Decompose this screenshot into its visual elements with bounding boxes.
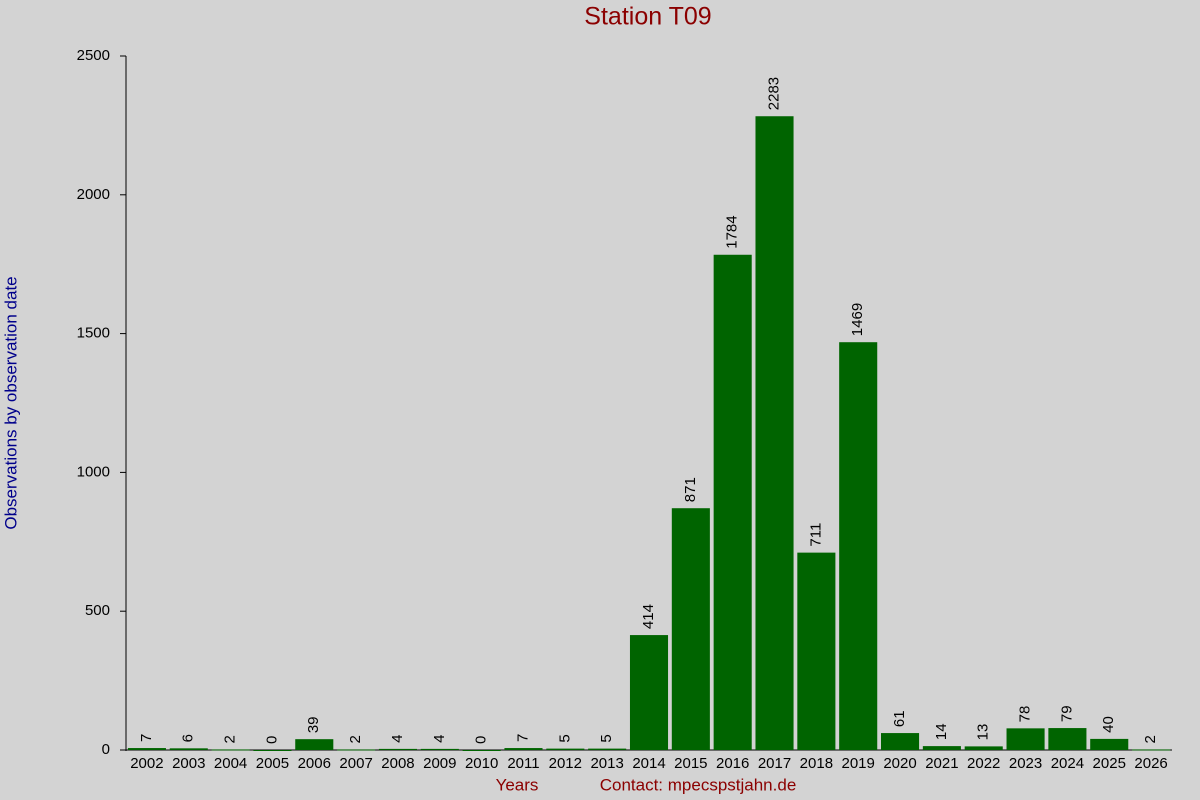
value-label: 5 (556, 734, 573, 742)
bar (127, 748, 166, 750)
bar (546, 748, 585, 750)
x-tick-label: 2010 (465, 755, 498, 772)
bar (295, 739, 334, 750)
chart-title: Station T09 (584, 3, 711, 31)
value-label: 0 (263, 736, 280, 744)
bar (378, 748, 417, 750)
value-label: 414 (640, 604, 657, 629)
bar (1132, 749, 1171, 751)
x-tick-label: 2024 (1051, 755, 1084, 772)
value-label: 2 (347, 735, 364, 743)
x-tick-label: 2005 (256, 755, 289, 772)
y-axis-label: Observations by observation date (1, 276, 20, 529)
value-label: 711 (807, 523, 824, 547)
x-tick-label: 2016 (716, 755, 749, 772)
value-label: 39 (305, 716, 322, 733)
bar (671, 508, 710, 750)
x-tick-label: 2002 (130, 755, 163, 772)
bar (1090, 738, 1129, 750)
value-label: 78 (1017, 706, 1034, 723)
value-label: 2 (1142, 735, 1159, 743)
bar (504, 748, 543, 750)
x-tick-label: 2017 (758, 755, 791, 772)
bar (839, 342, 878, 750)
bar (211, 749, 250, 751)
x-tick-label: 2026 (1134, 755, 1167, 772)
value-label: 13 (975, 724, 992, 741)
contact: Contact: mpecspstjahn.de (600, 775, 797, 794)
x-tick-label: 2025 (1093, 755, 1126, 772)
bar (462, 750, 501, 751)
bar (169, 748, 208, 750)
x-tick-label: 2013 (590, 755, 623, 772)
value-label: 6 (180, 734, 197, 742)
bar (1006, 728, 1045, 750)
y-tick-label: 1500 (77, 325, 110, 342)
bar (337, 749, 376, 751)
bar (881, 733, 920, 750)
x-tick-label: 2007 (339, 755, 372, 772)
x-tick-label: 2015 (674, 755, 707, 772)
x-tick-label: 2008 (381, 755, 414, 772)
bar (713, 254, 752, 750)
value-label: 4 (431, 735, 448, 743)
x-tick-label: 2012 (549, 755, 582, 772)
bar (922, 746, 961, 750)
x-tick-label: 2014 (632, 755, 665, 772)
x-tick-label: 2009 (423, 755, 456, 772)
bar (588, 748, 627, 750)
x-tick-label: 2011 (507, 755, 539, 772)
value-label: 5 (598, 734, 615, 742)
x-axis-label: Years (496, 775, 539, 794)
x-tick-label: 2006 (298, 755, 331, 772)
x-tick-label: 2023 (1009, 755, 1042, 772)
bar (755, 116, 794, 750)
value-label: 40 (1100, 716, 1117, 733)
y-tick-label: 1000 (77, 463, 110, 480)
bar (1048, 728, 1087, 750)
value-label: 1469 (849, 303, 866, 336)
bar (629, 635, 669, 750)
bar (797, 552, 836, 750)
bar (253, 750, 292, 751)
x-tick-label: 2003 (172, 755, 205, 772)
x-tick-label: 2022 (967, 755, 1000, 772)
value-label: 14 (933, 723, 950, 740)
value-label: 2283 (765, 77, 782, 110)
x-tick-label: 2004 (214, 755, 247, 772)
value-label: 61 (891, 710, 908, 727)
value-label: 4 (389, 735, 406, 743)
x-tick-label: 2019 (842, 755, 875, 772)
x-tick-label: 2020 (883, 755, 916, 772)
x-tick-label: 2021 (925, 755, 958, 772)
bar (964, 746, 1003, 750)
y-tick-label: 0 (102, 741, 110, 758)
value-label: 7 (514, 734, 531, 742)
y-tick-label: 500 (85, 602, 110, 619)
value-label: 1784 (724, 215, 741, 248)
value-label: 2 (222, 735, 239, 743)
value-label: 7 (138, 734, 155, 742)
y-tick-label: 2500 (77, 47, 110, 64)
x-tick-label: 2018 (800, 755, 833, 772)
y-tick-label: 2000 (77, 186, 110, 203)
bar (420, 748, 459, 750)
value-label: 79 (1058, 705, 1075, 722)
value-label: 871 (682, 477, 699, 502)
value-label: 0 (473, 736, 490, 744)
